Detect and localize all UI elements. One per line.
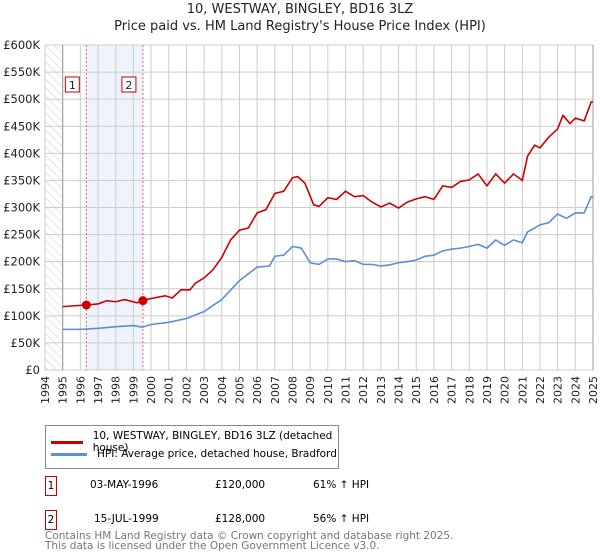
legend-label: 10, WESTWAY, BINGLEY, BD16 3LZ (detached…: [92, 430, 333, 454]
transaction-price: £128,000: [215, 513, 266, 525]
transaction-price: £120,000: [215, 479, 266, 491]
y-tick-label: £200K: [3, 255, 40, 269]
transaction-hpi: 56% ↑ HPI: [313, 513, 370, 525]
x-tick-label: 2022: [534, 376, 547, 404]
y-tick-label: £50K: [11, 336, 41, 350]
x-tick-label: 2020: [499, 376, 512, 404]
transaction-badge: 2: [45, 510, 57, 530]
sale-label-box: [64, 76, 80, 93]
hpi-line: [62, 195, 594, 331]
x-tick-label: 2003: [198, 376, 211, 404]
chart-title: 10, WESTWAY, BINGLEY, BD16 3LZ: [186, 2, 414, 17]
x-tick-label: 2015: [410, 376, 423, 404]
x-tick-label: 2011: [340, 376, 353, 404]
footer-copyright: Contains HM Land Registry data © Crown c…: [45, 530, 454, 542]
property-price-line: [62, 101, 593, 308]
legend-item-hpi: HPI: Average price, detached house, Brad…: [46, 448, 337, 460]
x-tick-label: 1998: [110, 376, 123, 404]
x-tick-label: 2024: [569, 376, 582, 404]
x-tick-label: 1994: [39, 376, 52, 404]
transaction-hpi: 61% ↑ HPI: [313, 479, 370, 491]
y-tick-label: £250K: [3, 228, 40, 242]
x-tick-label: 2018: [463, 376, 476, 404]
x-tick-label: 1996: [74, 376, 87, 404]
sale-label-box: [121, 76, 137, 93]
x-tick-label: 2014: [393, 376, 406, 404]
legend: 10, WESTWAY, BINGLEY, BD16 3LZ (detached…: [45, 425, 339, 469]
sale-label: 2: [125, 79, 132, 92]
x-tick-label: 2009: [304, 376, 317, 404]
x-tick-label: 2019: [481, 376, 494, 404]
x-tick-label: 2013: [375, 376, 388, 404]
y-tick-label: £350K: [3, 173, 40, 187]
x-tick-label: 2010: [322, 376, 335, 404]
transaction-badge: 1: [45, 476, 57, 496]
legend-item-property: 10, WESTWAY, BINGLEY, BD16 3LZ (detached…: [46, 430, 338, 454]
transaction-date: 15-JUL-1999: [94, 513, 159, 525]
transaction-row: 1 03-MAY-1996 £120,000 61% ↑ HPI: [45, 476, 445, 496]
x-tick-label: 2021: [516, 376, 529, 404]
x-tick-label: 2012: [357, 376, 370, 404]
x-tick-label: 1999: [127, 376, 140, 404]
transaction-date: 03-MAY-1996: [90, 479, 159, 491]
footer-licence: This data is licensed under the Open Gov…: [45, 540, 380, 552]
x-tick-label: 2006: [251, 376, 264, 404]
sale-point: [81, 300, 91, 310]
legend-swatch-red: [51, 440, 83, 444]
y-tick-label: £150K: [3, 282, 40, 296]
y-tick-label: £500K: [3, 92, 40, 106]
x-tick-label: 2016: [428, 376, 441, 404]
x-tick-label: 2017: [446, 376, 459, 404]
y-tick-label: £100K: [3, 309, 40, 323]
y-tick-label: £400K: [3, 146, 40, 160]
footer: Contains HM Land Registry data © Crown c…: [45, 530, 454, 552]
y-tick-label: £300K: [3, 201, 40, 215]
y-tick-label: £450K: [3, 119, 40, 133]
chart-subtitle: Price paid vs. HM Land Registry's House …: [114, 19, 486, 34]
x-tick-label: 2005: [233, 376, 246, 404]
x-tick-label: 2000: [145, 376, 158, 404]
y-tick-label: £600K: [3, 38, 40, 52]
sale-point: [138, 296, 148, 306]
sale-label: 1: [69, 79, 76, 92]
y-tick-label: £550K: [3, 65, 40, 79]
legend-swatch-blue: [51, 452, 87, 456]
x-tick-label: 2008: [286, 376, 299, 404]
x-tick-label: 1995: [57, 376, 70, 404]
x-tick-label: 2002: [180, 376, 193, 404]
x-tick-label: 2007: [269, 376, 282, 404]
x-tick-label: 2023: [552, 376, 565, 404]
x-tick-label: 2001: [163, 376, 176, 404]
y-tick-label: £0: [25, 363, 40, 377]
transaction-row: 2 15-JUL-1999 £128,000 56% ↑ HPI: [45, 510, 445, 530]
legend-label: HPI: Average price, detached house, Brad…: [97, 448, 337, 460]
x-tick-label: 2025: [587, 376, 600, 404]
x-tick-label: 2004: [216, 376, 229, 404]
price-chart: 1994 1995 1996 1997 1998 1999 2000 2001 2002 2003…: [3, 38, 600, 404]
x-tick-label: 1997: [92, 376, 105, 404]
